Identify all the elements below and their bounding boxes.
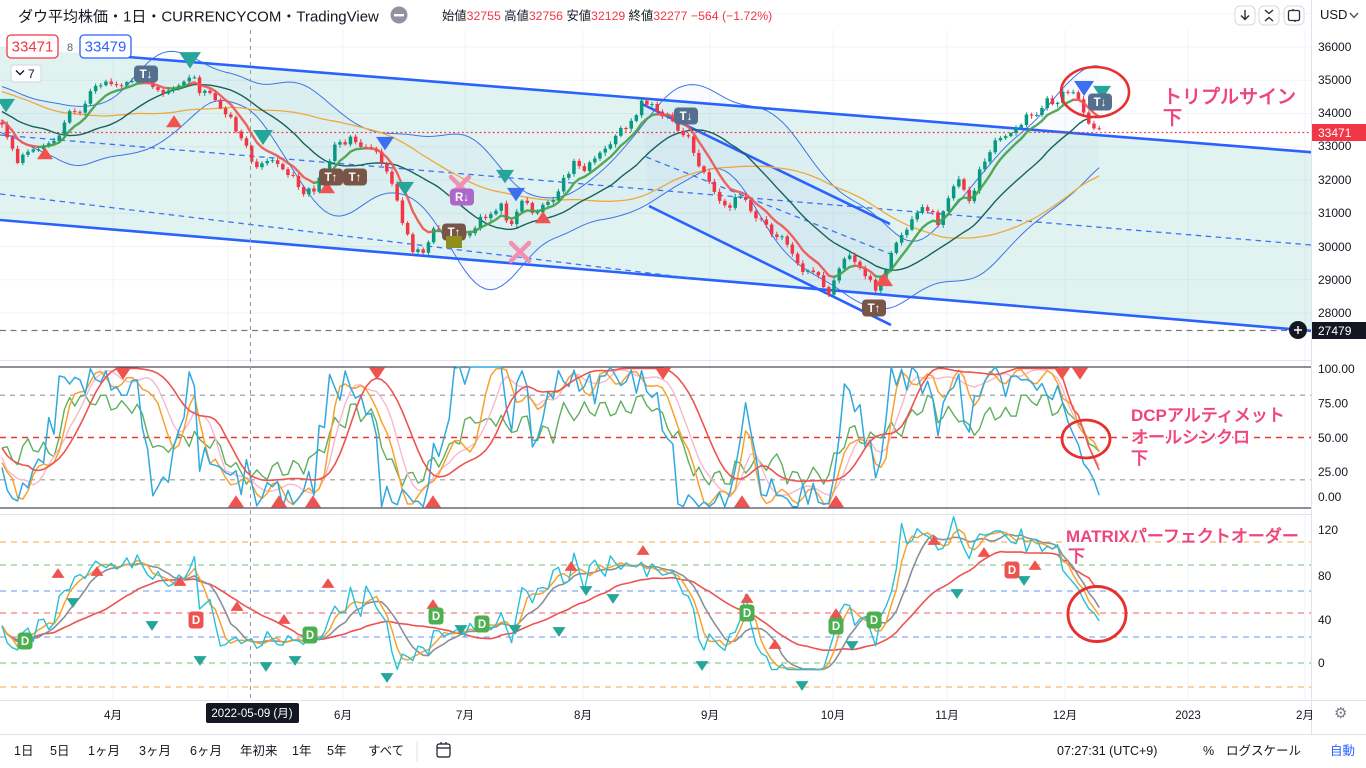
svg-text:D: D xyxy=(743,608,751,620)
svg-text:T↓: T↓ xyxy=(1094,97,1107,109)
svg-text:9月: 9月 xyxy=(701,710,719,722)
svg-text:40: 40 xyxy=(1318,613,1332,627)
svg-text:下: 下 xyxy=(1068,547,1085,566)
svg-text:始値32755 高値32756 安値32129 終値3227: 始値32755 高値32756 安値32129 終値32277 −564 (−1… xyxy=(442,8,772,23)
svg-text:トリプルサイン: トリプルサイン xyxy=(1163,85,1296,108)
svg-text:4月: 4月 xyxy=(104,710,122,722)
svg-text:7月: 7月 xyxy=(456,710,474,722)
svg-text:D: D xyxy=(21,636,29,648)
svg-text:8月: 8月 xyxy=(574,710,592,722)
svg-text:100.00: 100.00 xyxy=(1318,362,1355,376)
svg-text:D: D xyxy=(478,619,486,631)
svg-text:T↑: T↑ xyxy=(325,172,338,184)
svg-text:6ヶ月: 6ヶ月 xyxy=(190,744,222,758)
svg-text:31000: 31000 xyxy=(1318,206,1352,220)
svg-text:33471: 33471 xyxy=(1318,126,1352,140)
svg-text:11月: 11月 xyxy=(935,710,958,722)
svg-text:34000: 34000 xyxy=(1318,106,1352,120)
svg-text:%: % xyxy=(1203,744,1214,758)
svg-text:10月: 10月 xyxy=(821,710,845,722)
svg-text:D: D xyxy=(432,611,440,623)
svg-text:USD: USD xyxy=(1320,7,1347,22)
svg-text:30000: 30000 xyxy=(1318,240,1352,254)
svg-text:12月: 12月 xyxy=(1053,710,1077,722)
svg-text:120: 120 xyxy=(1318,523,1338,537)
svg-text:下: 下 xyxy=(1163,108,1182,129)
svg-text:自動: 自動 xyxy=(1330,744,1355,758)
svg-text:75.00: 75.00 xyxy=(1318,397,1348,411)
svg-text:R↓: R↓ xyxy=(455,192,469,204)
svg-text:35000: 35000 xyxy=(1318,73,1352,87)
svg-text:0.00: 0.00 xyxy=(1318,490,1342,504)
svg-text:5年: 5年 xyxy=(327,744,346,758)
svg-text:32000: 32000 xyxy=(1318,173,1352,187)
svg-text:年初来: 年初来 xyxy=(240,744,278,758)
svg-text:5日: 5日 xyxy=(50,744,69,758)
svg-text:29000: 29000 xyxy=(1318,273,1352,287)
svg-text:25.00: 25.00 xyxy=(1318,465,1348,479)
svg-text:0: 0 xyxy=(1318,656,1325,670)
svg-text:8: 8 xyxy=(67,42,73,54)
svg-text:2023: 2023 xyxy=(1175,710,1201,722)
svg-text:下: 下 xyxy=(1131,449,1148,468)
svg-text:6月: 6月 xyxy=(334,710,352,722)
svg-text:D: D xyxy=(306,630,314,642)
svg-text:⚙: ⚙ xyxy=(1334,705,1347,722)
svg-text:1年: 1年 xyxy=(292,744,311,758)
svg-text:D: D xyxy=(870,615,878,627)
svg-text:50.00: 50.00 xyxy=(1318,431,1348,445)
svg-text:ダウ平均株価・1日・CURRENCYCOM・TradingV: ダウ平均株価・1日・CURRENCYCOM・TradingView xyxy=(18,9,379,26)
svg-text:DCPアルティメット: DCPアルティメット xyxy=(1131,406,1285,425)
svg-text:28000: 28000 xyxy=(1318,306,1352,320)
svg-text:2022-05-09 (月): 2022-05-09 (月) xyxy=(211,708,292,720)
svg-text:07:27:31 (UTC+9): 07:27:31 (UTC+9) xyxy=(1057,744,1157,758)
svg-text:2月: 2月 xyxy=(1296,710,1314,722)
svg-text:ログスケール: ログスケール xyxy=(1226,744,1301,758)
svg-text:3ヶ月: 3ヶ月 xyxy=(139,744,171,758)
svg-text:D: D xyxy=(1008,565,1016,577)
svg-text:33000: 33000 xyxy=(1318,139,1352,153)
svg-text:MATRIXパーフェクトオーダー: MATRIXパーフェクトオーダー xyxy=(1066,526,1299,546)
svg-text:27479: 27479 xyxy=(1318,324,1352,338)
svg-text:1ヶ月: 1ヶ月 xyxy=(88,744,120,758)
svg-text:T↑: T↑ xyxy=(868,303,881,315)
svg-text:33471: 33471 xyxy=(12,39,54,56)
svg-text:1日: 1日 xyxy=(14,744,33,758)
svg-text:T↑: T↑ xyxy=(349,172,362,184)
svg-text:T↓: T↓ xyxy=(140,69,153,81)
svg-text:33479: 33479 xyxy=(85,39,127,56)
svg-text:80: 80 xyxy=(1318,569,1332,583)
svg-text:すべて: すべて xyxy=(368,744,404,758)
svg-text:オールシンクロ: オールシンクロ xyxy=(1131,428,1250,447)
svg-text:T↓: T↓ xyxy=(680,111,693,123)
svg-text:36000: 36000 xyxy=(1318,40,1352,54)
svg-text:7: 7 xyxy=(28,67,35,81)
svg-text:D: D xyxy=(832,621,840,633)
svg-text:D: D xyxy=(192,615,200,627)
